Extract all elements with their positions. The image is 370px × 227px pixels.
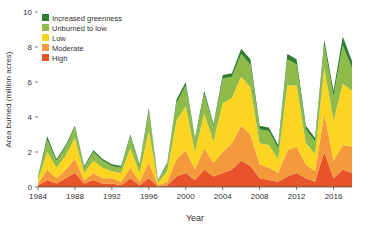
y-tick <box>35 82 38 83</box>
legend-swatch <box>42 24 49 31</box>
legend-label: Unburned to low <box>52 24 107 33</box>
x-tick <box>333 187 334 190</box>
y-tick <box>35 187 38 188</box>
legend-swatch <box>42 14 49 21</box>
x-tick <box>148 187 149 190</box>
x-tick-label: 2012 <box>288 192 306 201</box>
x-tick <box>111 187 112 190</box>
x-tick-label: 2016 <box>325 192 343 201</box>
y-tick-label: 4 <box>28 113 33 122</box>
y-axis-label: Area burned (million acres) <box>4 51 13 147</box>
legend-label: Low <box>52 34 66 43</box>
x-axis-line <box>38 187 352 188</box>
x-tick <box>259 187 260 190</box>
y-tick <box>35 47 38 48</box>
y-tick <box>35 12 38 13</box>
legend-swatch <box>42 54 49 61</box>
x-tick-label: 2004 <box>214 192 232 201</box>
x-tick <box>296 187 297 190</box>
x-axis-label: Year <box>186 213 204 223</box>
legend-swatch <box>42 34 49 41</box>
x-tick <box>185 187 186 190</box>
x-tick <box>222 187 223 190</box>
x-tick-label: 1988 <box>66 192 84 201</box>
x-tick-label: 1996 <box>140 192 158 201</box>
x-tick <box>74 187 75 190</box>
x-tick-label: 2000 <box>177 192 195 201</box>
legend-label: High <box>52 54 67 63</box>
y-tick-label: 10 <box>23 8 32 17</box>
area-unburned-to-low <box>38 45 352 182</box>
plot-area <box>38 37 352 188</box>
legend: Increased greennessUnburned to lowLowMod… <box>42 14 122 63</box>
legend-swatch <box>42 44 49 51</box>
y-tick-label: 6 <box>28 78 33 87</box>
legend-label: Moderate <box>52 44 84 53</box>
y-tick-label: 0 <box>28 183 33 192</box>
x-tick-label: 1984 <box>29 192 47 201</box>
x-tick-label: 1992 <box>103 192 121 201</box>
y-tick <box>35 117 38 118</box>
y-tick <box>35 152 38 153</box>
x-tick-label: 2008 <box>251 192 269 201</box>
x-tick <box>38 187 39 190</box>
y-tick-label: 8 <box>28 43 33 52</box>
area-increased-greenness <box>38 37 352 181</box>
legend-label: Increased greenness <box>52 14 122 23</box>
y-tick-label: 2 <box>28 148 33 157</box>
